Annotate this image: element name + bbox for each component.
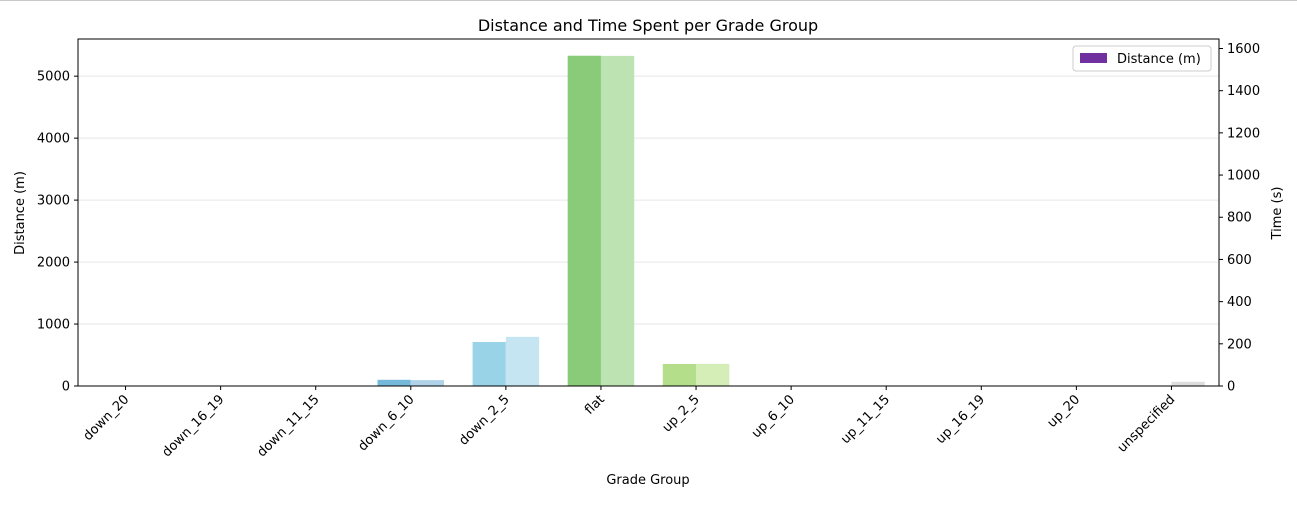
legend-box [1072, 45, 1212, 72]
y-right-tick-label: 1000 [1227, 169, 1260, 184]
bar-distance-down_6_10 [377, 379, 411, 386]
y-right-tick-label: 600 [1227, 253, 1252, 268]
y-right-tick-label: 800 [1227, 211, 1252, 226]
y-left-tick-label: 2000 [37, 256, 70, 271]
x-tick-label: down_11_15 [255, 392, 323, 460]
y-right-tick-label: 1200 [1227, 126, 1260, 141]
chart-title: Distance and Time Spent per Grade Group [478, 16, 818, 35]
plot-frame [77, 38, 1220, 387]
y-right-tick-label: 200 [1227, 337, 1252, 352]
window-top-border [0, 0, 1297, 1]
y-axis-left: 0 1000 2000 3000 4000 5000 [37, 70, 78, 395]
x-tick-label: down_2_5 [456, 392, 512, 448]
bar-time-down_6_10 [410, 380, 445, 386]
x-tick-label: up_2_5 [660, 392, 703, 435]
legend-label: Distance (m) [1117, 52, 1201, 67]
y-left-tick-label: 5000 [37, 70, 70, 85]
x-tick-label: down_16_19 [159, 392, 227, 460]
x-tick-label: up_11_15 [838, 392, 893, 447]
x-tick-label: up_6_10 [749, 392, 798, 441]
x-tick-label: flat [582, 392, 608, 418]
y-left-tick-label: 3000 [37, 194, 70, 209]
bar-distance-up_2_5 [662, 364, 697, 386]
x-tick-label: down_20 [81, 392, 133, 444]
y-right-tick-label: 0 [1227, 380, 1235, 395]
y-right-tick-label: 400 [1227, 295, 1252, 310]
y-right-tick-label: 1600 [1227, 42, 1260, 57]
gridlines [78, 75, 1219, 325]
x-tick-label: down_6_10 [355, 392, 417, 454]
y-axis-left-label: Distance (m) [13, 171, 28, 255]
bar-time-up_2_5 [696, 363, 730, 386]
y-left-tick-label: 1000 [37, 318, 70, 333]
bar-time-flat [600, 55, 635, 387]
bars [377, 55, 1205, 387]
bar-time-down_2_5 [505, 336, 540, 386]
y-axis-right-label: Time (s) [1270, 187, 1285, 241]
y-axis-right: 0 200 400 600 800 1000 1200 1400 1600 [1219, 42, 1260, 395]
x-tick-label: unspecified [1115, 392, 1178, 455]
y-left-tick-label: 4000 [37, 132, 70, 147]
x-tick-label: up_20 [1045, 392, 1084, 431]
y-right-tick-label: 1400 [1227, 84, 1260, 99]
bar-time-unspecified [1171, 381, 1205, 386]
legend-swatch [1080, 53, 1107, 63]
x-axis: down_20 down_16_19 down_11_15 down_6_10 down… [81, 386, 1178, 460]
bar-distance-flat [567, 55, 601, 387]
x-tick-label: up_16_19 [933, 392, 988, 447]
legend: Distance (m) [1072, 45, 1212, 72]
x-axis-label: Grade Group [606, 473, 689, 488]
y-left-tick-label: 0 [62, 380, 70, 395]
bar-distance-down_2_5 [472, 342, 506, 386]
